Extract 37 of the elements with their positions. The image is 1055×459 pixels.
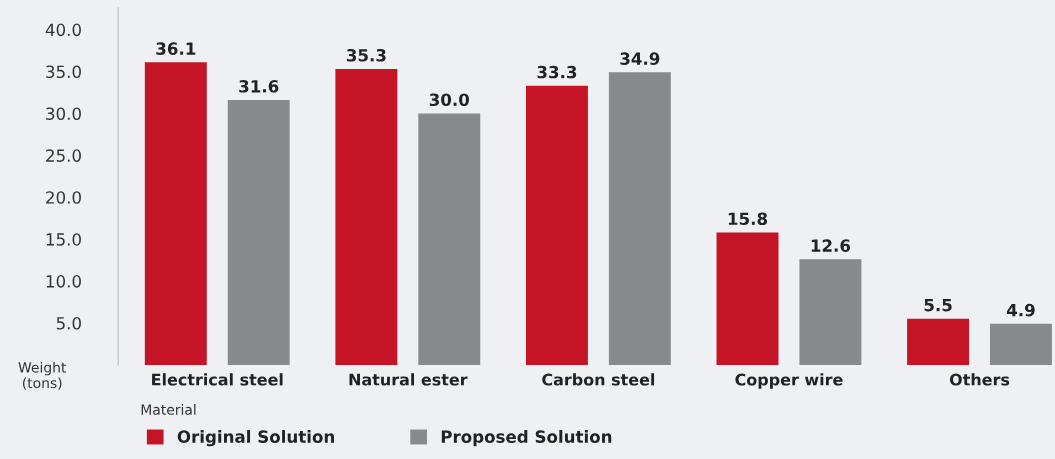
y-tick-label: 20.0 (46, 191, 81, 204)
bar (716, 232, 779, 365)
y-tick-label: 30.0 (46, 107, 81, 120)
y-tick-label: 25.0 (46, 149, 81, 162)
data-label: 36.1 (156, 42, 196, 55)
y-tick-label: 35.0 (46, 65, 81, 79)
legend-label: Proposed Solution (441, 430, 612, 447)
data-label: 30.0 (429, 93, 470, 107)
legend-label: Original Solution (177, 430, 334, 447)
x-tick-label: Natural ester (349, 373, 468, 386)
x-tick-label: Electrical steel (152, 373, 283, 386)
bar (335, 69, 398, 365)
x-tick-label: Copper wire (735, 373, 843, 389)
bar (418, 113, 481, 365)
y-axis-title: Weight (tons) (18, 361, 67, 390)
bar (608, 72, 671, 365)
bar (799, 259, 862, 365)
x-tick-label: Others (949, 373, 1010, 386)
data-label: 5.5 (924, 299, 952, 312)
x-axis-title: Material (141, 404, 196, 415)
bar (227, 100, 290, 365)
bar (525, 85, 588, 365)
y-tick-label: 15.0 (46, 233, 81, 246)
bar (144, 62, 207, 365)
bar (990, 323, 1052, 365)
data-label: 35.3 (346, 48, 386, 62)
y-tick-label: 40.0 (45, 23, 81, 37)
data-label: 4.9 (1006, 303, 1035, 317)
y-tick-label: 10.0 (46, 275, 81, 288)
data-label: 15.8 (728, 212, 768, 226)
y-tick-label: 5.0 (56, 316, 81, 330)
data-label: 33.3 (537, 65, 577, 79)
bar (907, 318, 970, 365)
data-label: 12.6 (811, 239, 851, 252)
data-label: 34.9 (620, 52, 660, 65)
data-label: 31.6 (239, 80, 279, 93)
x-tick-label: Carbon steel (542, 373, 655, 386)
